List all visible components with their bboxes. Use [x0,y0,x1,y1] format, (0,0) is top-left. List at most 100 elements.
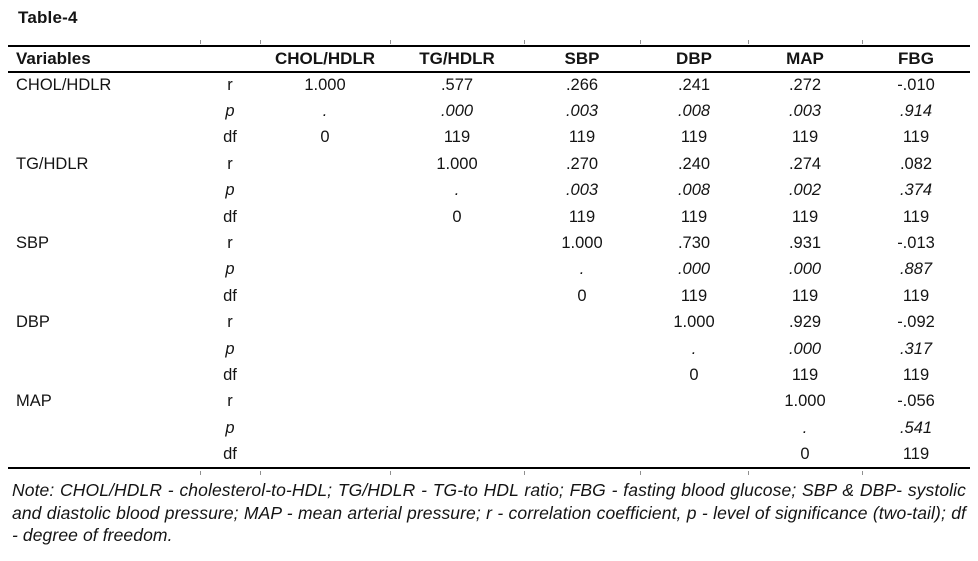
table-header-row: Variables CHOL/HDLR TG/HDLR SBP DBP MAP FBG [8,46,970,72]
value-cell [260,151,390,177]
table-row-tg-hdlr-df: df 0 119 119 119 119 [8,204,970,230]
value-cell [260,257,390,283]
column-boundary-tick [390,470,392,475]
value-cell: 119 [791,207,819,226]
value-cell [260,178,390,204]
value-cell: 119 [568,207,596,226]
column-boundary-tick [524,40,526,44]
value-cell [260,230,390,256]
stat-label-r: r [227,234,233,253]
stat-label-p: p [225,339,235,358]
stat-label-r: r [227,154,233,173]
value-cell: .270 [565,154,599,173]
stat-label-p: p [225,418,235,437]
table-row-dbp-df: df 0 119 119 [8,362,970,388]
value-cell: .887 [899,260,933,279]
value-cell [260,283,390,309]
value-cell [260,310,390,336]
value-cell [524,389,640,415]
table-row-chol-hdlr-df: df 0 119 119 119 119 119 [8,125,970,151]
value-cell [260,362,390,388]
stat-label-df: df [223,365,237,384]
value-cell: 119 [791,128,819,147]
header-variables: Variables [16,49,91,68]
stat-label-r: r [227,76,233,95]
table-body: CHOL/HDLR r 1.000.577.266.241.272 -.010 p. .0… [8,72,970,468]
value-cell: .008 [677,102,711,121]
column-boundary-tick [748,470,750,475]
table-row-tg-hdlr-r: TG/HDLR r 1.000 .270 .240 .274 .082 [8,151,970,177]
value-cell: . [579,260,585,279]
value-cell: 0 [689,365,699,384]
value-cell: .914 [899,102,933,121]
row-variable-label [8,204,200,230]
value-cell [260,204,390,230]
value-cell: 119 [902,286,930,305]
value-cell [390,389,524,415]
column-boundary-tick [640,470,642,475]
value-cell: .577 [440,76,474,95]
column-boundary-tick [862,470,864,475]
row-variable-label: SBP [16,234,50,253]
row-variable-label [8,178,200,204]
column-boundary-tick [748,40,750,44]
value-cell: 119 [443,128,471,147]
value-cell: 119 [680,207,708,226]
stat-label-df: df [223,207,237,226]
value-cell: .374 [899,181,933,200]
stat-label-p: p [225,260,235,279]
value-cell: 119 [568,128,596,147]
value-cell: 119 [902,365,930,384]
value-cell: 119 [902,444,930,463]
value-cell: .541 [899,418,933,437]
value-cell: 119 [791,365,819,384]
table-row-dbp-r: DBP r 1.000 .929 -.092 [8,310,970,336]
table-note: Note: CHOL/HDLR - cholesterol-to-HDL; TG… [12,480,966,545]
table-row-sbp-p: p. .000 .000 .887 [8,257,970,283]
table-row-sbp-df: df 0 119 119 119 [8,283,970,309]
value-cell: .266 [565,76,599,95]
value-cell [260,441,390,467]
value-cell [390,310,524,336]
value-cell: .272 [788,76,822,95]
value-cell: .274 [788,154,822,173]
value-cell: -.010 [897,76,935,95]
value-cell: .003 [565,102,599,121]
value-cell [390,441,524,467]
row-variable-label [8,441,200,467]
value-cell: 0 [320,128,330,147]
header-row: Variables CHOL/HDLR TG/HDLR SBP DBP MAP FBG [8,46,970,72]
value-cell: . [802,418,808,437]
value-cell [390,257,524,283]
table-row-chol-hdlr-r: CHOL/HDLR r 1.000 .577 .266 .241 .272 -.010 [8,72,970,98]
value-cell: .000 [440,102,474,121]
table-row-sbp-r: SBP r 1.000 .730 .931 -.013 [8,230,970,256]
value-cell: 119 [791,286,819,305]
value-cell: .003 [565,181,599,200]
value-cell: 0 [452,207,462,226]
value-cell: 1.000 [436,154,478,173]
value-cell [390,362,524,388]
column-boundary-tick [260,40,262,44]
table-row-map-p: p. .541 [8,415,970,441]
value-cell: -.092 [897,313,935,332]
row-variable-label [8,415,200,441]
value-cell: 1.000 [304,76,346,95]
column-boundary-tick [200,470,202,475]
value-cell [524,336,640,362]
column-boundary-tick [200,40,202,44]
column-boundary-tick [862,40,864,44]
value-cell [260,415,390,441]
correlation-table: Variables CHOL/HDLR TG/HDLR SBP DBP MAP FBG CH… [8,45,970,469]
value-cell: 0 [577,286,587,305]
stat-label-df: df [223,128,237,147]
value-cell: .317 [899,339,933,358]
table-row-tg-hdlr-p: p. .003 .008 .002 .374 [8,178,970,204]
column-boundary-tick [640,40,642,44]
value-cell: -.056 [897,392,935,411]
value-cell [260,336,390,362]
stat-label-r: r [227,313,233,332]
row-variable-label: DBP [16,313,50,332]
header-fbg: FBG [898,49,934,68]
